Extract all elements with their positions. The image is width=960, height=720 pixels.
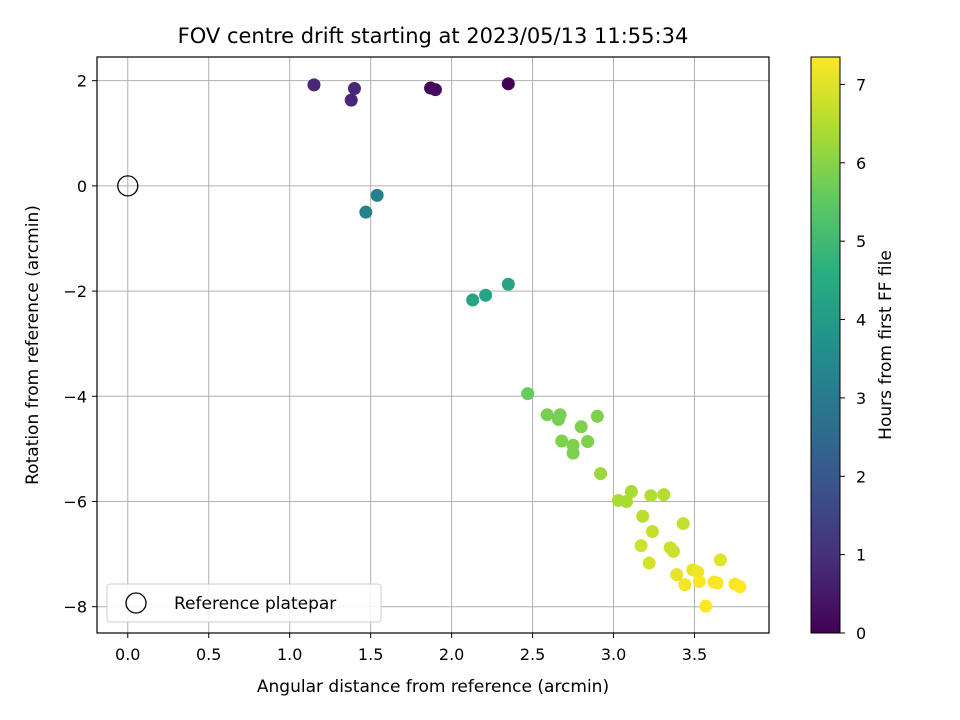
data-point bbox=[347, 82, 361, 96]
data-point bbox=[540, 408, 554, 422]
data-point bbox=[594, 467, 608, 481]
plot-area bbox=[96, 56, 770, 634]
data-point bbox=[644, 489, 658, 503]
x-axis-label: Angular distance from reference (arcmin) bbox=[257, 677, 609, 697]
data-point bbox=[566, 446, 580, 460]
y-axis-ticks: 2 0 −2 −4 −6 −8 bbox=[63, 72, 97, 617]
colorbar-tick-label: 4 bbox=[856, 311, 866, 330]
data-points bbox=[307, 77, 747, 613]
x-tick-label: 0.0 bbox=[115, 645, 140, 664]
data-point bbox=[636, 509, 650, 523]
data-point bbox=[555, 434, 569, 448]
legend: Reference platepar bbox=[106, 583, 382, 623]
data-point bbox=[676, 517, 690, 531]
y-tick-label: 0 bbox=[77, 177, 87, 196]
data-point bbox=[624, 484, 638, 498]
data-point bbox=[590, 409, 604, 423]
x-tick-label: 2.0 bbox=[439, 645, 464, 664]
y-tick-label: −4 bbox=[63, 387, 87, 406]
colorbar-tick-label: 2 bbox=[856, 467, 866, 486]
legend-box bbox=[106, 583, 382, 623]
data-point bbox=[501, 277, 515, 291]
legend-marker bbox=[125, 592, 147, 614]
x-tick-label: 3.0 bbox=[601, 645, 626, 664]
data-point bbox=[670, 568, 684, 582]
y-tick-label: −2 bbox=[63, 282, 87, 301]
y-axis-label: Rotation from reference (arcmin) bbox=[23, 205, 43, 485]
x-tick-label: 3.5 bbox=[682, 645, 707, 664]
x-tick-label: 0.5 bbox=[196, 645, 221, 664]
colorbar-tick-label: 3 bbox=[856, 389, 866, 408]
data-point bbox=[699, 599, 713, 613]
colorbar-tick-label: 6 bbox=[856, 154, 866, 173]
legend-label: Reference platepar bbox=[174, 594, 336, 614]
colorbar-tick-label: 7 bbox=[856, 75, 866, 94]
data-point bbox=[713, 553, 727, 567]
chart-title: FOV centre drift starting at 2023/05/13 … bbox=[178, 24, 689, 48]
y-tick-label: −6 bbox=[63, 492, 87, 511]
grid-lines bbox=[97, 57, 769, 633]
colorbar-label: Hours from first FF file bbox=[876, 250, 896, 440]
data-point bbox=[307, 78, 321, 92]
colorbar-tick-label: 1 bbox=[856, 546, 866, 565]
colorbar-tick-label: 0 bbox=[856, 624, 866, 643]
data-point bbox=[359, 205, 373, 219]
data-point bbox=[479, 288, 493, 302]
x-tick-label: 1.5 bbox=[358, 645, 383, 664]
data-point bbox=[733, 580, 747, 594]
data-point bbox=[581, 435, 595, 449]
y-tick-label: −8 bbox=[63, 598, 87, 617]
data-point bbox=[344, 93, 358, 107]
data-point bbox=[370, 188, 384, 202]
data-point bbox=[657, 488, 671, 502]
data-point bbox=[620, 494, 634, 508]
reference-marker bbox=[117, 175, 139, 197]
y-tick-label: 2 bbox=[77, 72, 87, 91]
x-tick-label: 2.5 bbox=[520, 645, 545, 664]
data-point bbox=[574, 420, 588, 434]
x-axis-ticks: 0.0 0.5 1.0 1.5 2.0 2.5 3.0 3.5 bbox=[115, 633, 707, 664]
data-point bbox=[692, 574, 706, 588]
data-point bbox=[521, 387, 535, 401]
colorbar bbox=[810, 56, 841, 634]
data-point bbox=[666, 544, 680, 558]
data-point bbox=[634, 539, 648, 553]
data-point bbox=[428, 83, 442, 97]
data-point bbox=[710, 576, 724, 590]
reference-point bbox=[117, 175, 139, 197]
data-point bbox=[466, 293, 480, 307]
colorbar-ticks: 0 1 2 3 4 5 6 7 bbox=[840, 75, 866, 643]
data-point bbox=[645, 524, 659, 538]
data-point bbox=[642, 556, 656, 570]
colorbar-tick-label: 5 bbox=[856, 232, 866, 251]
data-point bbox=[501, 77, 515, 91]
data-point bbox=[678, 578, 692, 592]
data-point bbox=[551, 412, 565, 426]
x-tick-label: 1.0 bbox=[277, 645, 302, 664]
